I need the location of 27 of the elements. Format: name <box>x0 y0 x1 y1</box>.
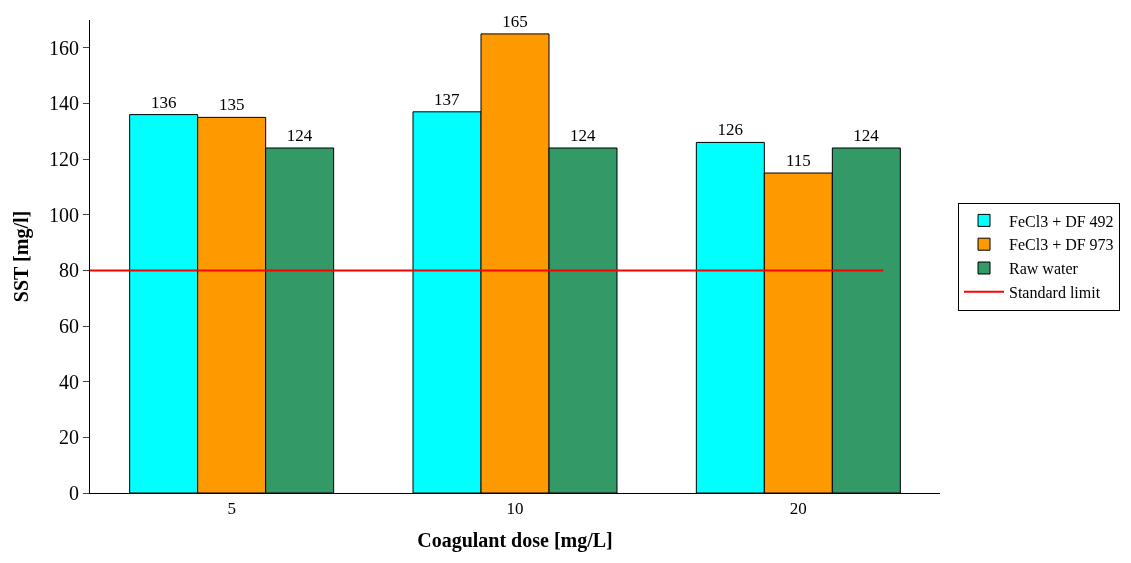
y-tick-label: 60 <box>59 315 79 338</box>
data-label: 136 <box>150 92 177 112</box>
legend-label: Raw water <box>1009 260 1079 278</box>
data-label: 137 <box>434 89 460 109</box>
data-label: 115 <box>785 151 811 171</box>
y-tick-label: 100 <box>49 203 79 226</box>
data-label: 124 <box>570 125 596 145</box>
data-label: 124 <box>853 125 880 145</box>
y-tick-label: 80 <box>59 259 79 282</box>
y-tick-label: 140 <box>49 92 79 115</box>
y-tick-label: 160 <box>49 36 79 59</box>
data-label: 135 <box>218 95 245 115</box>
x-tick-label: 5 <box>227 499 236 519</box>
x-tick-label: 10 <box>506 499 524 519</box>
x-axis-title: Coagulant dose [mg/L] <box>417 528 613 552</box>
legend-label: FeCl3 + DF 492 <box>1009 212 1114 230</box>
y-axis-title: SST [mg/l] <box>9 210 33 303</box>
data-label: 126 <box>717 120 744 140</box>
x-tick-label: 20 <box>789 499 807 519</box>
y-tick-label: 0 <box>69 482 79 504</box>
y-tick-label: 20 <box>59 426 79 449</box>
y-tick-label: 120 <box>49 148 79 171</box>
legend-label: FeCl3 + DF 973 <box>1009 236 1114 254</box>
y-tick-label: 40 <box>59 370 79 393</box>
legend-label: Standard limit <box>1009 284 1101 302</box>
data-label: 124 <box>286 125 313 145</box>
data-label: 165 <box>502 11 528 31</box>
